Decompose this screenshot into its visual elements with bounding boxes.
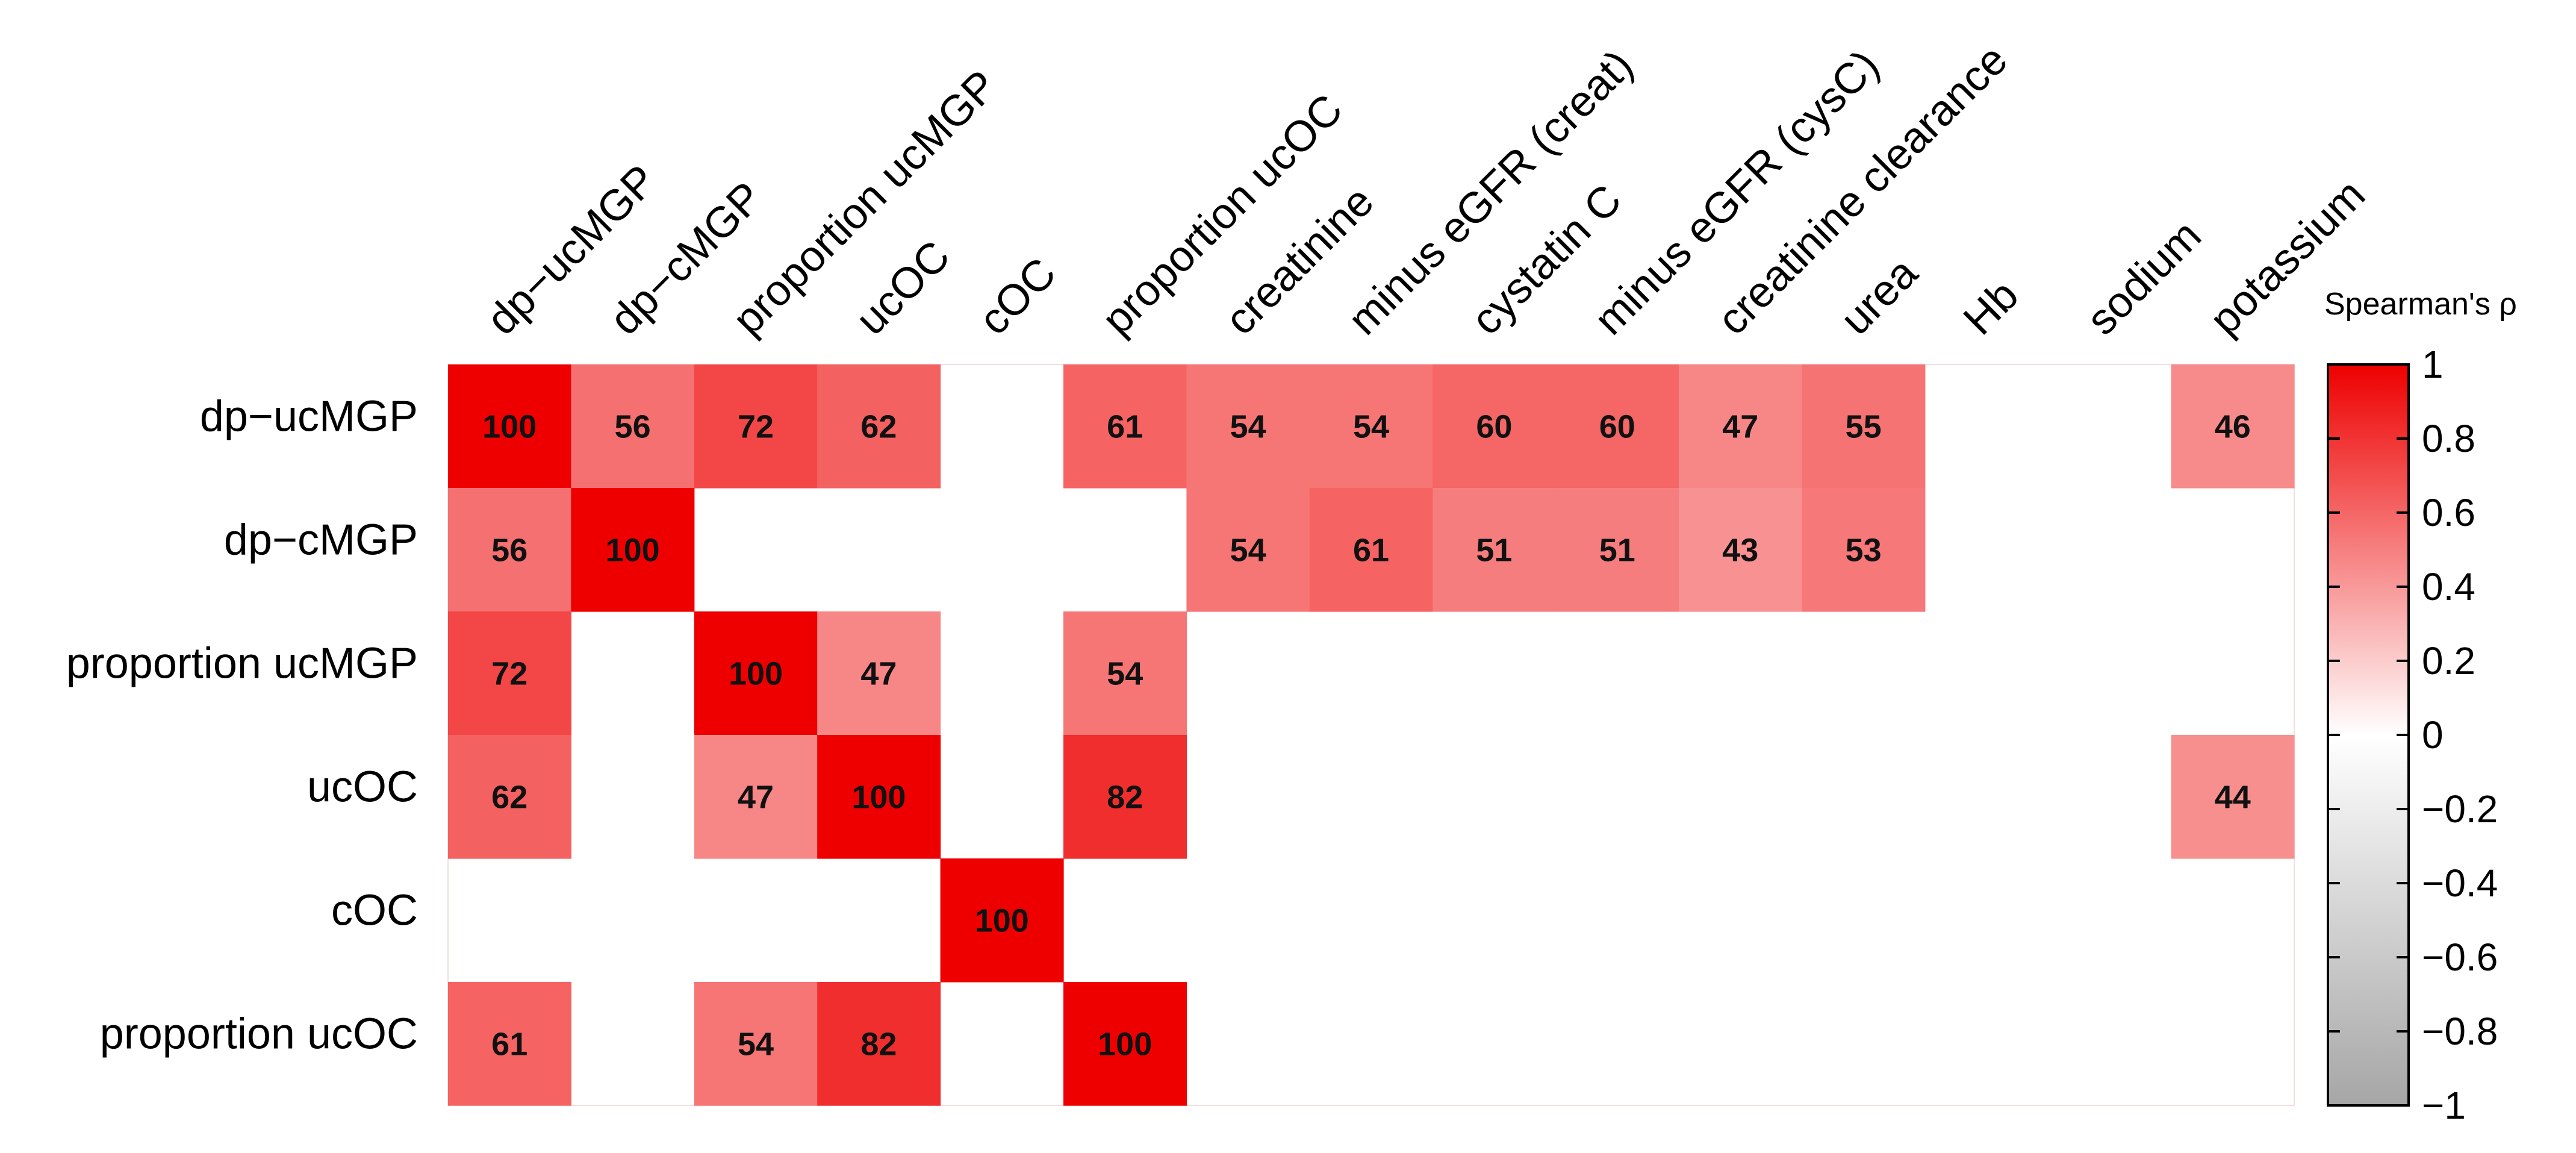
heatmap-cell-ucoc-proportion-ucoc — [1063, 735, 1187, 859]
colorbar-title: Spearman's ρ — [2324, 287, 2517, 322]
heatmap-cell-proportion-ucmgp-ucoc — [817, 611, 941, 736]
heatmap-cell-dp-cmgp-creatinine — [1186, 488, 1310, 612]
row-label-ucoc: ucOC — [307, 763, 418, 811]
heatmap-cell-ucoc-ucoc — [817, 735, 941, 859]
heatmap-cell-dp-cmgp-dp-cmgp — [571, 488, 695, 612]
cell-value-label: 44 — [2215, 780, 2251, 816]
cell-value-label: 54 — [1353, 409, 1389, 445]
colorbar — [2327, 363, 2410, 1107]
heatmap-cell-ucoc-dp-ucmgp — [448, 735, 571, 859]
cell-value-label: 62 — [491, 780, 527, 816]
cell-value-label: 60 — [1599, 409, 1635, 445]
column-label-hb: Hb — [1955, 271, 2028, 345]
cell-value-label: 62 — [860, 409, 897, 445]
cell-value-label: 54 — [738, 1026, 774, 1063]
heatmap-cell-dp-cmgp-cystatin-c — [1433, 488, 1557, 612]
colorbar-tick-label: −1 — [2422, 1084, 2466, 1127]
cell-value-label: 51 — [1476, 533, 1512, 569]
cell-value-label: 61 — [1353, 533, 1389, 569]
colorbar-tick-label: −0.4 — [2422, 861, 2498, 905]
colorbar-tick-label: 0.4 — [2422, 565, 2475, 608]
colorbar-tick-label: 1 — [2422, 343, 2444, 386]
cell-value-label: 72 — [738, 409, 774, 445]
row-labels: dp−ucMGP dp−cMGP proportion ucMGP ucOC cOC pr… — [66, 393, 418, 1058]
cell-value-label: 61 — [1107, 409, 1143, 445]
heatmap-cell-proportion-ucoc-proportion-ucmgp — [694, 982, 818, 1106]
colorbar-tick-label: −0.2 — [2422, 787, 2498, 831]
heatmap-cell-proportion-ucmgp-proportion-ucoc — [1063, 611, 1187, 736]
heatmap-cells: 100 56 72 62 61 54 54 60 60 47 55 46 56 100 54 61 51 51 43… — [448, 364, 2295, 1106]
cell-value-label: 100 — [1098, 1026, 1152, 1063]
cell-value-label: 43 — [1722, 533, 1758, 569]
column-label-ucoc: ucOC — [847, 232, 959, 345]
cell-value-label: 82 — [1107, 780, 1143, 816]
column-label-urea: urea — [1831, 248, 1927, 344]
colorbar-legend: Spearman's ρ 1 0.8 0.6 0.4 0.2 0 −0.2 −0.4 −0.6 −… — [2324, 287, 2517, 1127]
heatmap-cell-coc-coc — [940, 858, 1064, 983]
heatmap-cell-proportion-ucoc-dp-ucmgp — [448, 982, 571, 1106]
cell-value-label: 100 — [851, 780, 906, 816]
heatmap-cell-dp-ucmgp-proportion-ucoc — [1063, 364, 1187, 489]
cell-value-label: 82 — [860, 1026, 897, 1063]
row-label-dp-cmgp: dp−cMGP — [224, 516, 418, 564]
cell-value-label: 47 — [738, 780, 774, 816]
cell-value-label: 100 — [975, 903, 1029, 939]
heatmap-cell-dp-ucmgp-proportion-ucmgp — [694, 364, 818, 489]
cell-value-label: 51 — [1599, 533, 1635, 569]
cell-value-label: 100 — [606, 533, 660, 569]
cell-value-label: 53 — [1846, 533, 1882, 569]
heatmap-cell-dp-cmgp-minus-egfr-creat — [1309, 488, 1433, 612]
heatmap-cell-dp-cmgp-creatinine-clearance — [1679, 488, 1802, 612]
cell-value-label: 55 — [1846, 409, 1882, 445]
cell-value-label: 46 — [2215, 409, 2251, 445]
colorbar-tick-label: 0.6 — [2422, 491, 2475, 534]
cell-value-label: 100 — [482, 409, 537, 445]
cell-value-label: 47 — [860, 656, 897, 692]
column-label-sodium: sodium — [2077, 211, 2210, 345]
heatmap-cell-dp-ucmgp-creatinine-clearance — [1679, 364, 1802, 489]
cell-value-label: 54 — [1230, 409, 1266, 445]
heatmap-cell-dp-cmgp-dp-ucmgp — [448, 488, 571, 612]
heatmap-cell-ucoc-proportion-ucmgp — [694, 735, 818, 859]
heatmap-cell-dp-ucmgp-creatinine — [1186, 364, 1310, 489]
cell-value-label: 100 — [729, 656, 783, 692]
heatmap-cell-proportion-ucoc-ucoc — [817, 982, 941, 1106]
heatmap-cell-proportion-ucoc-proportion-ucoc — [1063, 982, 1187, 1106]
cell-value-label: 72 — [491, 656, 527, 692]
heatmap-cell-proportion-ucmgp-dp-ucmgp — [448, 611, 571, 736]
heatmap-cell-dp-ucmgp-dp-cmgp — [571, 364, 695, 489]
colorbar-tick-label: −0.6 — [2422, 936, 2498, 979]
cell-value-label: 60 — [1476, 409, 1512, 445]
heatmap-cell-dp-cmgp-urea — [1802, 488, 1926, 612]
cell-value-label: 56 — [615, 409, 651, 445]
heatmap-cell-dp-ucmgp-urea — [1802, 364, 1926, 489]
heatmap-cell-dp-ucmgp-minus-egfr-creat — [1309, 364, 1433, 489]
cell-value-label: 47 — [1722, 409, 1758, 445]
colorbar-tick-label: 0 — [2422, 713, 2444, 757]
heatmap-cell-dp-ucmgp-dp-ucmgp — [448, 364, 571, 489]
column-label-coc: cOC — [970, 249, 1065, 344]
colorbar-tick-label: 0.8 — [2422, 417, 2475, 460]
heatmap-cell-proportion-ucmgp-proportion-ucmgp — [694, 611, 818, 736]
heatmap-cell-dp-ucmgp-potassium — [2171, 364, 2295, 489]
row-label-dp-ucmgp: dp−ucMGP — [200, 393, 418, 441]
heatmap-cell-dp-ucmgp-cystatin-c — [1433, 364, 1557, 489]
cell-value-label: 56 — [491, 533, 527, 569]
cell-value-label: 54 — [1107, 656, 1143, 692]
cell-value-label: 54 — [1230, 533, 1266, 569]
row-label-proportion-ucoc: proportion ucOC — [100, 1010, 418, 1058]
colorbar-tick-label: −0.8 — [2422, 1010, 2498, 1053]
heatmap-cell-ucoc-potassium — [2171, 735, 2295, 859]
row-label-proportion-ucmgp: proportion ucMGP — [66, 640, 418, 688]
cell-value-label: 61 — [491, 1026, 527, 1063]
row-label-coc: cOC — [331, 887, 418, 935]
heatmap-cell-dp-cmgp-minus-egfr-cysc — [1555, 488, 1679, 612]
colorbar-tick-label: 0.2 — [2422, 639, 2475, 683]
heatmap-cell-dp-ucmgp-ucoc — [817, 364, 941, 489]
heatmap-cell-dp-ucmgp-minus-egfr-cysc — [1555, 364, 1679, 489]
colorbar-ticks: 1 0.8 0.6 0.4 0.2 0 −0.2 −0.4 −0.6 −0.8 −1 — [2328, 343, 2498, 1127]
